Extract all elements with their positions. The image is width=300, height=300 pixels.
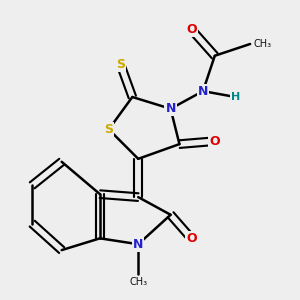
Text: CH₃: CH₃ [129,277,147,286]
Text: O: O [186,23,196,36]
Text: N: N [198,85,208,98]
Text: H: H [231,92,240,102]
Text: S: S [104,123,113,136]
Text: O: O [209,135,220,148]
Text: N: N [165,102,176,115]
Text: N: N [133,238,143,251]
Text: S: S [116,58,125,71]
Text: O: O [186,232,196,245]
Text: CH₃: CH₃ [253,39,271,49]
